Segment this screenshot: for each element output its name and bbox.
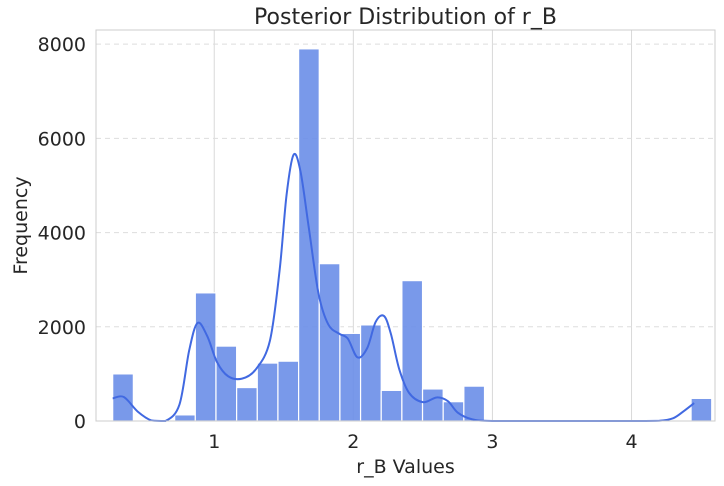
histogram-bar: [174, 414, 196, 422]
histogram-bar: [236, 386, 258, 422]
kde-curve: [112, 152, 695, 423]
x-tick-label: 4: [625, 431, 637, 453]
histogram-bar: [442, 401, 465, 422]
bars-layer: [112, 48, 713, 422]
histogram-bar: [690, 397, 713, 422]
y-tick-label: 4000: [38, 223, 86, 245]
histogram-bar: [339, 332, 362, 422]
histogram-bar: [421, 388, 444, 422]
x-tick-label: 3: [486, 431, 498, 453]
y-tick-label: 2000: [38, 317, 86, 339]
histogram-bar: [463, 385, 486, 422]
histogram-bar: [277, 360, 300, 422]
chart-title: Posterior Distribution of r_B: [254, 5, 557, 30]
histogram-bar: [318, 263, 341, 422]
plot-frame: [95, 29, 716, 422]
histogram-bar: [401, 280, 424, 422]
x-tick-label: 2: [347, 431, 359, 453]
histogram-bar: [194, 292, 217, 422]
y-axis-title: Frequency: [10, 176, 32, 274]
y-tick-label: 0: [74, 411, 86, 433]
x-axis-title: r_B Values: [356, 456, 454, 478]
kde-layer: [112, 152, 695, 423]
ticks-layer: 1 2 3 4 0 2000 4000 6000 8000: [38, 34, 638, 453]
histogram-bar: [215, 345, 238, 422]
y-tick-label: 6000: [38, 128, 86, 150]
x-tick-label: 1: [208, 431, 220, 453]
histogram-bar: [380, 389, 403, 422]
histogram-bar: [256, 362, 279, 422]
y-tick-label: 8000: [38, 34, 86, 56]
